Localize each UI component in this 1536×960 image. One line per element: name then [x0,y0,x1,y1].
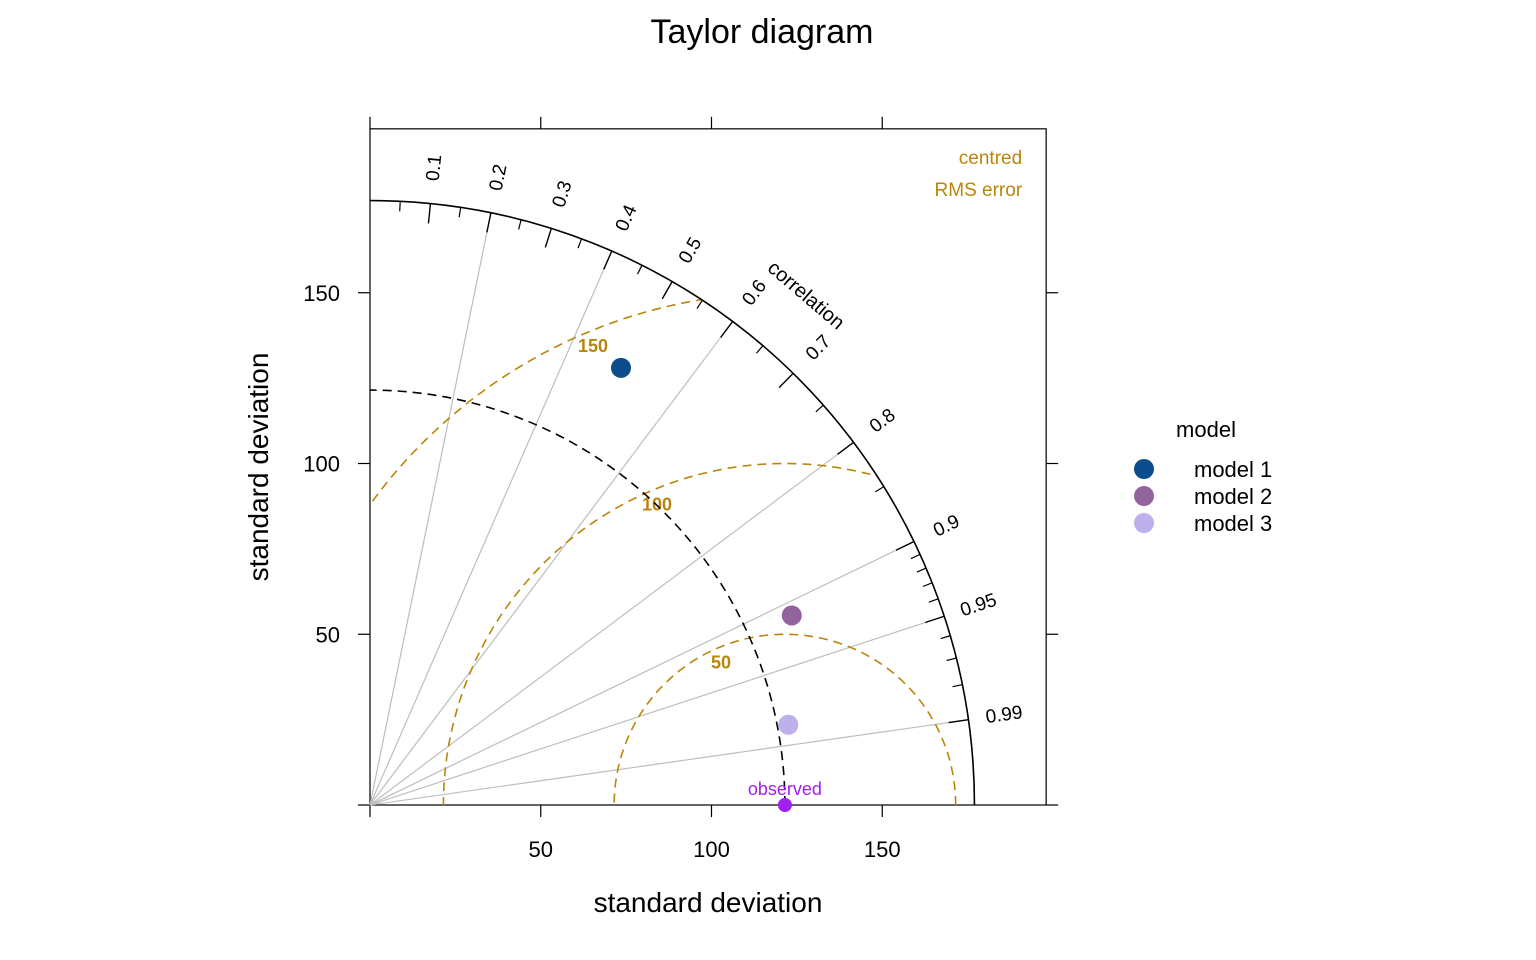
correlation-tick-label-9: 0.95 [958,590,1000,622]
correlation-tick-label-3: 0.4 [612,201,642,234]
correlation-tick-minor [577,238,583,249]
correlation-tick-minor [636,264,643,275]
correlation-tick-minor [940,635,951,640]
correlation-tick-label-8: 0.9 [930,511,963,541]
correlation-tick-minor [399,201,401,212]
model-point-3 [778,714,799,735]
plot-frame [369,128,1047,806]
legend-marker-3 [1134,513,1154,533]
correlation-tick-minor [928,598,939,603]
correlation-tick-label-1: 0.2 [486,163,512,193]
correlation-tick-major [544,228,553,248]
correlation-tick-minor [874,486,885,493]
correlation-tick-major [427,203,432,224]
correlation-line [369,615,945,806]
correlation-tick-label-4: 0.5 [675,234,706,267]
x-tick-label-1: 100 [693,837,730,862]
correlation-tick-label-0: 0.1 [423,154,447,182]
correlation-tick-major [778,372,794,389]
y-tick-label-1: 100 [303,452,340,477]
legend-label-1: model 1 [1194,457,1272,482]
correlation-tick-label-7: 0.8 [866,405,900,438]
correlation-tick-label-10: 0.99 [984,702,1024,728]
y-tick-label-0: 50 [316,622,340,647]
x-tick-label-0: 50 [529,837,553,862]
chart-title: Taylor diagram [651,13,874,51]
y-axis-label: standard deviation [243,353,274,582]
legend-marker-1 [1134,459,1154,479]
correlation-tick-major [661,281,673,300]
correlation-tick-minor [922,582,933,588]
legend-label-2: model 2 [1194,484,1272,509]
correlation-tick-minor [518,219,522,230]
model-point-2 [781,605,802,626]
observed-sd-arc [369,389,786,806]
correlation-tick-label-2: 0.3 [549,178,577,210]
observed-point [777,798,792,812]
correlation-tick-major [603,250,613,270]
correlation-tick-major [925,615,945,624]
correlation-tick-minor [755,345,764,354]
correlation-arc [369,199,976,806]
correlation-tick-label-6: 0.7 [802,331,835,365]
correlation-line [369,212,492,806]
correlation-tick-minor [910,553,921,560]
correlation-tick-minor [815,404,824,413]
legend-title: model [1176,417,1236,442]
rms-label-0: 50 [711,653,731,673]
correlation-line [369,719,969,806]
rms-label-2: 150 [578,336,608,356]
rms-title-line-1: RMS error [935,180,1023,201]
legend-marker-2 [1134,486,1154,506]
correlation-line [369,321,734,806]
correlation-line [369,250,613,806]
x-axis-label: standard deviation [594,887,823,918]
model-point-1 [611,357,632,378]
correlation-tick-minor [458,207,462,218]
correlation-tick-major [720,321,734,338]
observed-label: observed [748,779,822,799]
correlation-tick-minor [946,657,957,662]
correlation-line [369,441,854,806]
correlation-tick-major [837,441,854,455]
correlation-tick-label-5: 0.6 [738,276,771,310]
correlation-axis-label: correlation [763,257,848,334]
correlation-tick-minor [916,567,927,573]
correlation-tick-major [895,540,915,551]
rms-contour [442,462,975,806]
correlation-line [369,540,915,806]
rms-title-line-0: centred [959,148,1022,169]
correlation-tick-major [948,719,969,724]
y-tick-label-2: 150 [303,281,340,306]
correlation-tick-minor [952,684,963,688]
correlation-tick-major [486,212,492,233]
x-tick-label-2: 150 [864,837,901,862]
correlation-tick-minor [696,299,703,309]
legend-label-3: model 3 [1194,511,1272,536]
